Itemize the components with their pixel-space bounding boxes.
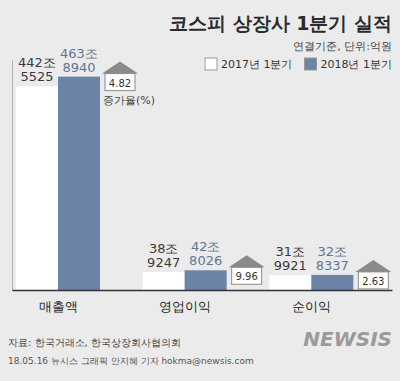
arrow-head xyxy=(102,62,138,74)
watermark: NEWSIS xyxy=(303,327,392,351)
title: 코스피 상장사 1분기 실적 xyxy=(169,12,392,34)
x-tick: 영업이익 xyxy=(159,299,211,314)
data-label: 31조9921 xyxy=(274,244,307,273)
legend-item: 2017년 1분기 xyxy=(205,58,293,71)
y-axis-line xyxy=(12,61,13,291)
growth-rates: 4.82 증가율(%) 9.96 2.63 xyxy=(102,62,391,289)
arrow-box xyxy=(105,74,135,91)
legend-label: 2018년 1분기 xyxy=(321,58,393,71)
growth-value: 2.63 xyxy=(362,276,384,287)
legend-item: 2018년 1분기 xyxy=(305,58,393,71)
x-tick-label: 매출액 xyxy=(39,299,78,314)
arrow-head xyxy=(229,255,265,267)
growth-value: 9.96 xyxy=(236,271,258,282)
bar xyxy=(185,270,227,290)
bar xyxy=(58,77,100,290)
legend-swatch xyxy=(205,58,217,70)
bar xyxy=(143,272,185,290)
chart: 코스피 상장사 1분기 실적연결기준, 단위:억원매출액 영업이익 순이익 442조5… xyxy=(0,0,400,381)
bars xyxy=(16,77,353,290)
x-tick-label: 영업이익 xyxy=(159,299,211,314)
y-axis xyxy=(12,61,13,291)
x-tick-label: 순이익 xyxy=(292,299,331,314)
data-labels: 442조5525 38조9247 31조9921 463조8940 42조8026 32조… xyxy=(18,46,349,274)
growth-label: 증가율(%) xyxy=(103,94,155,107)
data-label: 32조8337 xyxy=(316,244,349,273)
bar xyxy=(269,275,311,290)
subtitle: 연결기준, 단위:억원 xyxy=(293,40,392,53)
growth-arrow: 9.96 xyxy=(229,255,265,284)
data-label: 442조5525 xyxy=(18,55,56,84)
legend-swatch xyxy=(305,58,317,70)
growth-arrow: 4.82 xyxy=(102,62,138,91)
bar xyxy=(311,275,353,290)
growth-arrow: 2.63 xyxy=(355,260,391,289)
arrow-head xyxy=(355,260,391,272)
data-label: 42조8026 xyxy=(189,239,222,268)
bar xyxy=(16,86,58,290)
x-tick: 매출액 xyxy=(39,299,78,314)
growth-value: 4.82 xyxy=(109,78,131,89)
x-axis: 매출액 영업이익 순이익 xyxy=(13,291,393,315)
arrow-box xyxy=(358,272,388,289)
data-label: 463조8940 xyxy=(60,46,98,75)
legend: 2017년 1분기 2018년 1분기 xyxy=(205,58,392,71)
x-tick: 순이익 xyxy=(292,299,331,314)
arrow-box xyxy=(232,267,262,284)
credit: 18.05.16 뉴시스 그래픽 안지혜 기자 hokma@newsis.com xyxy=(8,356,254,366)
data-label: 38조9247 xyxy=(147,241,180,270)
baseline xyxy=(13,290,393,292)
source: 자료: 한국거래소, 한국상장회사협의회 xyxy=(8,337,181,348)
legend-label: 2017년 1분기 xyxy=(221,58,293,71)
